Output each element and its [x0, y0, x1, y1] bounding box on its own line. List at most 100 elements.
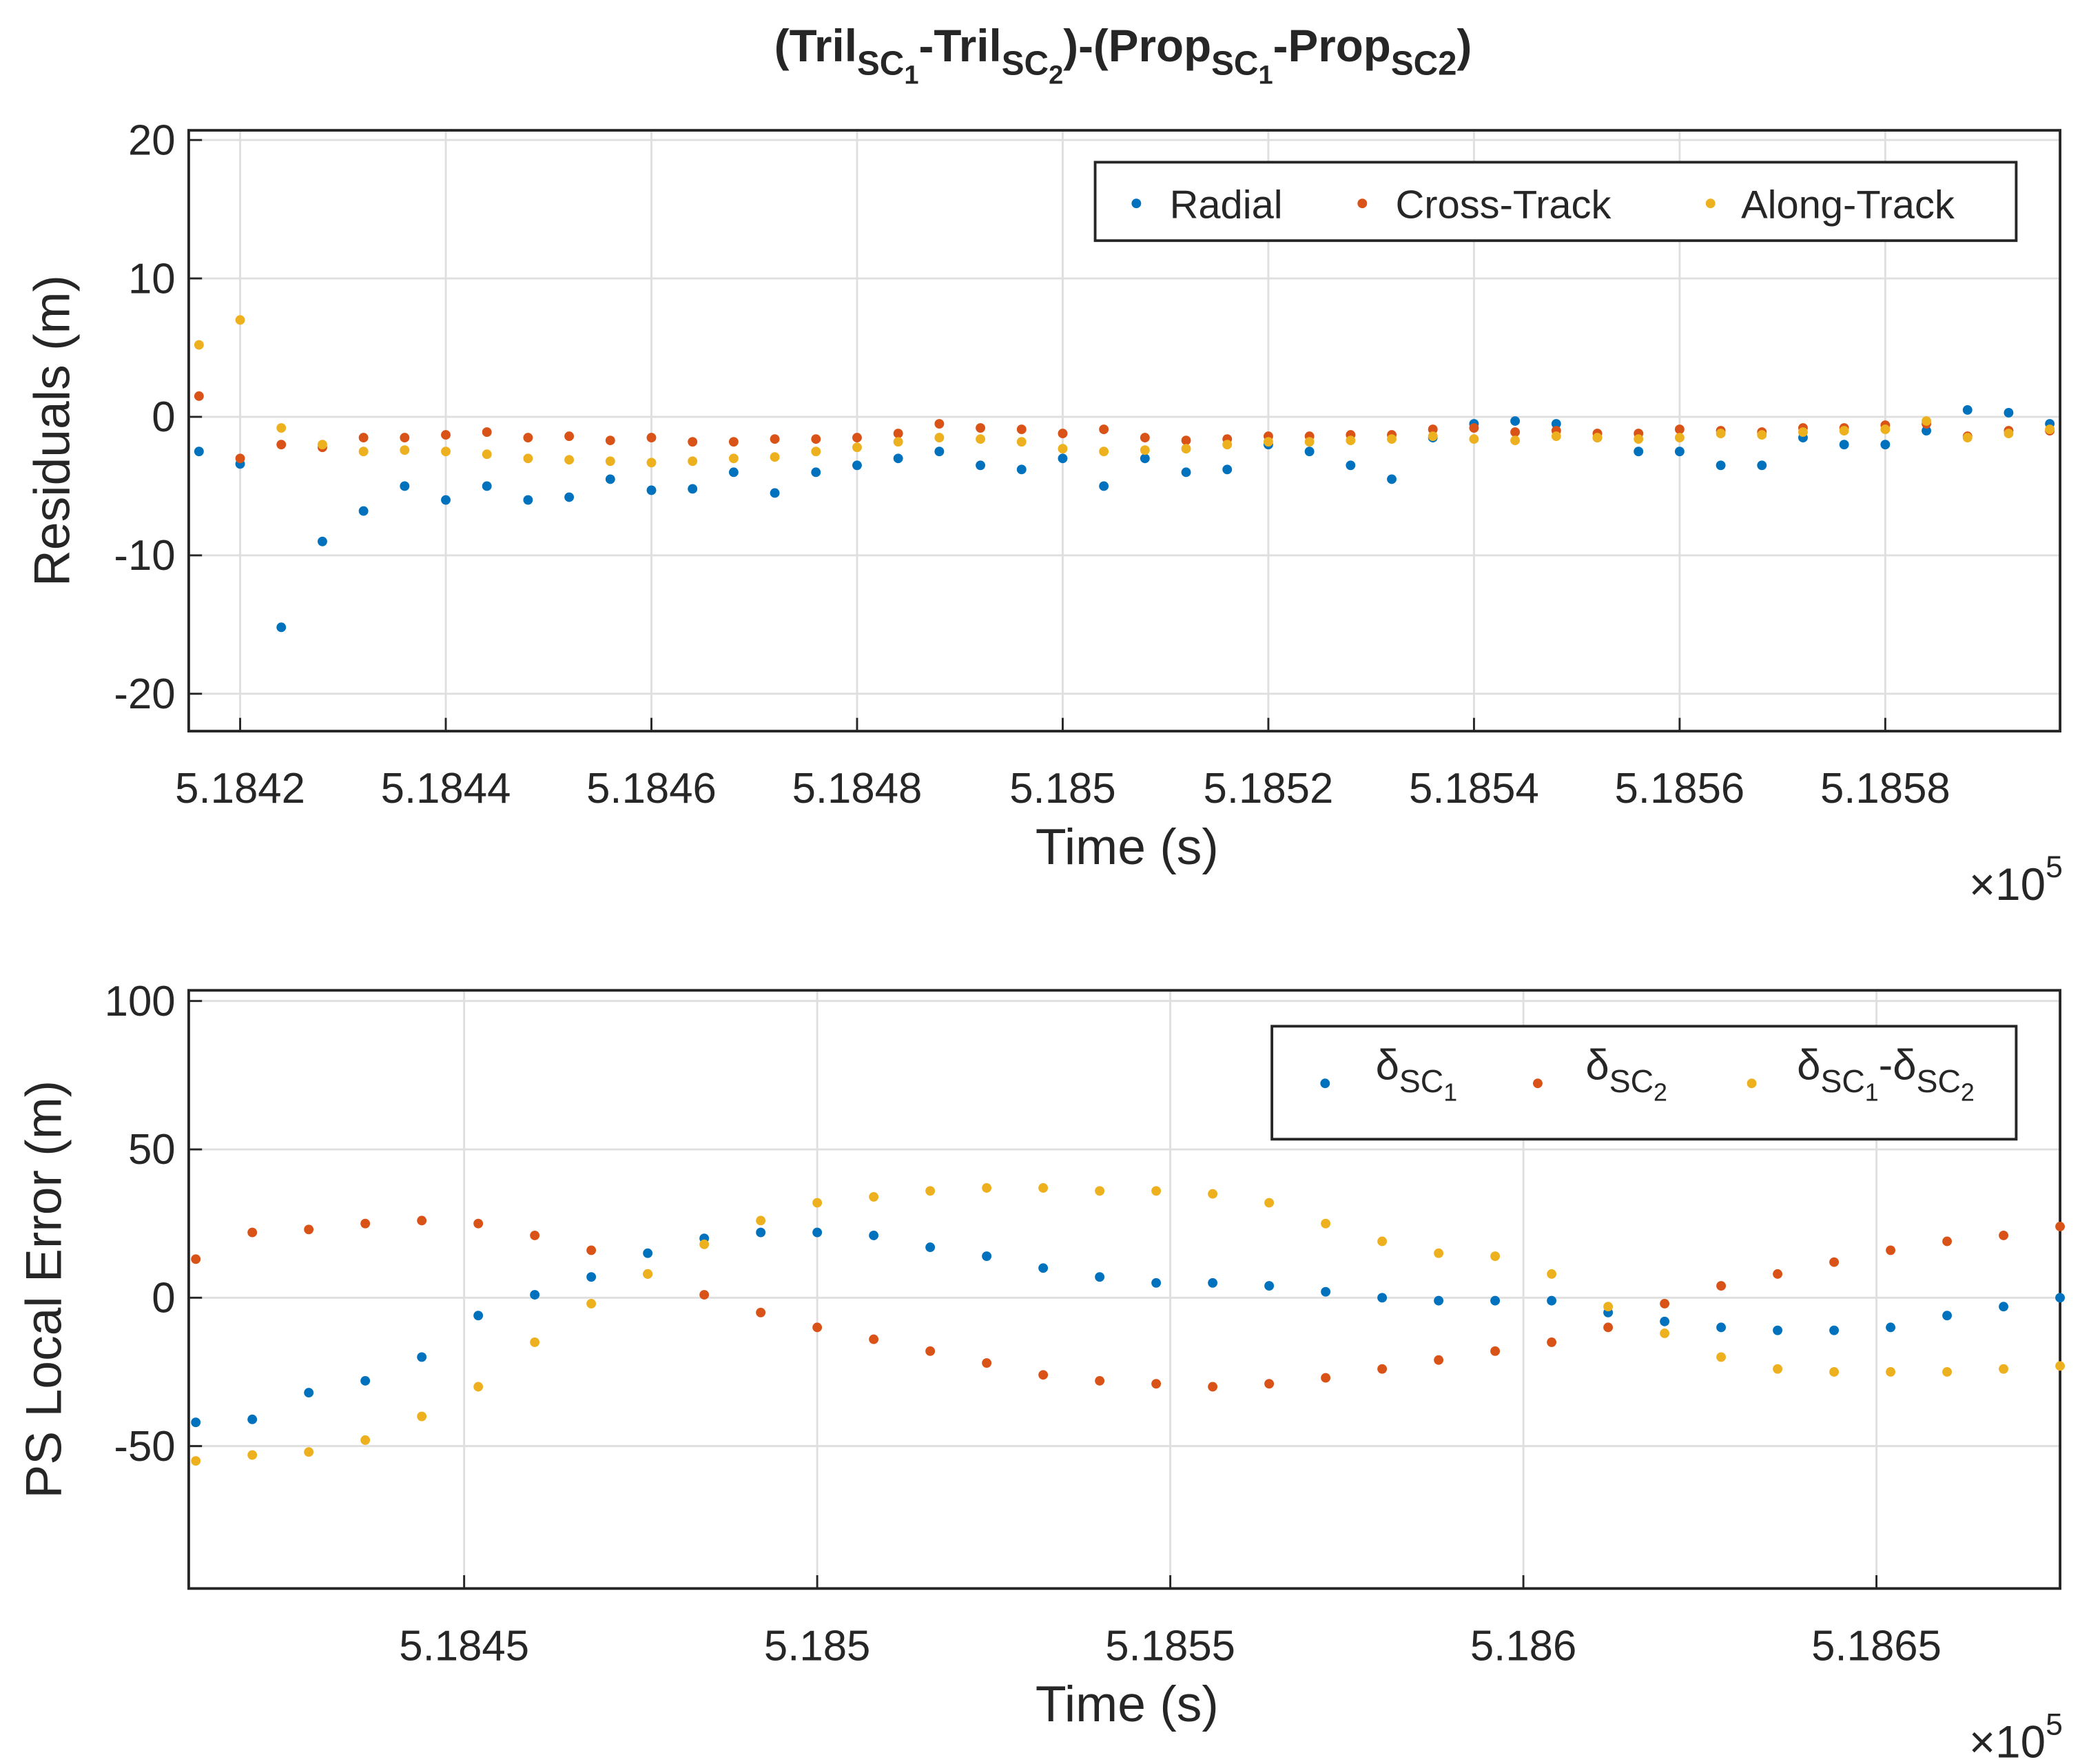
data-point — [482, 481, 492, 491]
data-point — [2055, 1222, 2066, 1231]
data-point — [1208, 1382, 1218, 1392]
data-point — [646, 485, 657, 495]
y-tick-label: -20 — [114, 670, 175, 718]
chart-title-part: ) — [1457, 21, 1472, 71]
x-tick-label: 5.1856 — [1614, 765, 1744, 812]
data-point — [1140, 453, 1150, 464]
data-point — [1603, 1302, 1614, 1312]
x-exponent: ×105 — [1969, 1708, 2063, 1764]
data-point — [1942, 1311, 1953, 1321]
legend-label-part: δ — [1797, 1041, 1820, 1089]
data-point — [1099, 424, 1109, 435]
data-point — [1634, 434, 1644, 444]
data-point — [1634, 447, 1644, 457]
data-point — [646, 458, 657, 468]
legend-label: δSC1 — [1376, 1041, 1458, 1106]
data-point — [1304, 447, 1315, 457]
y-tick-label: 100 — [105, 978, 176, 1025]
data-point — [605, 456, 615, 466]
legend-label: δSC1-δSC2 — [1797, 1041, 1975, 1106]
data-point — [276, 622, 287, 633]
data-point — [1660, 1316, 1670, 1326]
x-exponent-part: ×10 — [1969, 1716, 2046, 1764]
data-point — [194, 447, 204, 457]
x-exponent-part: ×10 — [1969, 859, 2046, 910]
data-point — [605, 435, 615, 446]
data-point — [699, 1290, 710, 1300]
data-point — [1264, 1198, 1275, 1208]
data-point — [1058, 429, 1068, 439]
data-point — [473, 1382, 484, 1392]
data-point — [1829, 1257, 1840, 1267]
data-point — [358, 433, 369, 443]
y-axis-label: PS Local Error (m) — [16, 1080, 72, 1499]
data-point — [1428, 431, 1438, 442]
data-point — [1095, 1186, 1105, 1196]
legend-marker — [1131, 198, 1142, 209]
y-tick-label: 10 — [128, 255, 176, 302]
data-point — [1886, 1322, 1896, 1333]
x-tick-label: 5.1848 — [792, 765, 923, 812]
chart-title-part: 2 — [1049, 61, 1063, 90]
chart-title-part: -Tril — [918, 21, 1001, 71]
data-point — [523, 495, 533, 505]
legend-label: δSC2 — [1585, 1041, 1667, 1106]
data-point — [1547, 1269, 1557, 1279]
data-point — [473, 1311, 484, 1321]
legend-label-part: 2 — [1654, 1078, 1667, 1106]
data-point — [1263, 437, 1273, 447]
chart-title-part: 1 — [1258, 61, 1273, 90]
y-tick-label: 0 — [152, 1275, 175, 1322]
data-point — [770, 434, 780, 444]
y-tick-label: 50 — [128, 1126, 176, 1173]
x-tick-label: 5.1854 — [1409, 765, 1539, 812]
data-point — [1999, 1230, 2009, 1240]
data-point — [1140, 433, 1150, 443]
legend-label: Cross-Track — [1396, 183, 1612, 227]
data-point — [1773, 1325, 1783, 1335]
data-point — [893, 453, 903, 464]
x-tick-label: 5.186 — [1470, 1622, 1576, 1670]
chart-title-part: 1 — [904, 61, 918, 90]
data-point — [564, 492, 575, 502]
data-point — [191, 1254, 201, 1264]
data-point — [1264, 1379, 1275, 1389]
data-point — [482, 427, 492, 438]
data-point — [1674, 433, 1685, 443]
data-point — [304, 1447, 314, 1457]
data-point — [194, 340, 204, 350]
data-point — [1016, 437, 1027, 447]
data-point — [400, 481, 410, 491]
data-point — [1222, 440, 1233, 450]
data-point — [1428, 424, 1438, 435]
chart-title-part: (Tril — [774, 21, 857, 71]
data-point — [869, 1191, 879, 1202]
data-point — [586, 1272, 597, 1282]
legend-label-part: 1 — [1443, 1078, 1457, 1106]
data-point — [1304, 437, 1315, 447]
data-point — [400, 445, 410, 455]
x-tick-label: 5.1865 — [1811, 1622, 1942, 1670]
data-point — [852, 442, 862, 453]
data-point — [1208, 1189, 1218, 1199]
data-point — [1346, 460, 1356, 471]
legend-label-part: 2 — [1961, 1078, 1975, 1106]
data-point — [1829, 1367, 1840, 1377]
data-point — [2055, 1293, 2066, 1303]
data-point — [1603, 1322, 1614, 1333]
data-point — [2055, 1361, 2066, 1371]
legend-label-part: SC — [1399, 1063, 1443, 1099]
data-point — [643, 1248, 653, 1258]
data-point — [1151, 1278, 1162, 1288]
data-point — [1773, 1364, 1783, 1374]
data-point — [688, 484, 698, 494]
data-point — [1716, 429, 1726, 439]
data-point — [1547, 1295, 1557, 1306]
axes-box — [187, 989, 2061, 1590]
x-tick-label: 5.1842 — [175, 765, 305, 812]
data-point — [417, 1411, 427, 1422]
data-point — [247, 1450, 258, 1460]
data-point — [1321, 1286, 1331, 1297]
data-point — [770, 488, 780, 498]
data-point — [586, 1245, 597, 1255]
